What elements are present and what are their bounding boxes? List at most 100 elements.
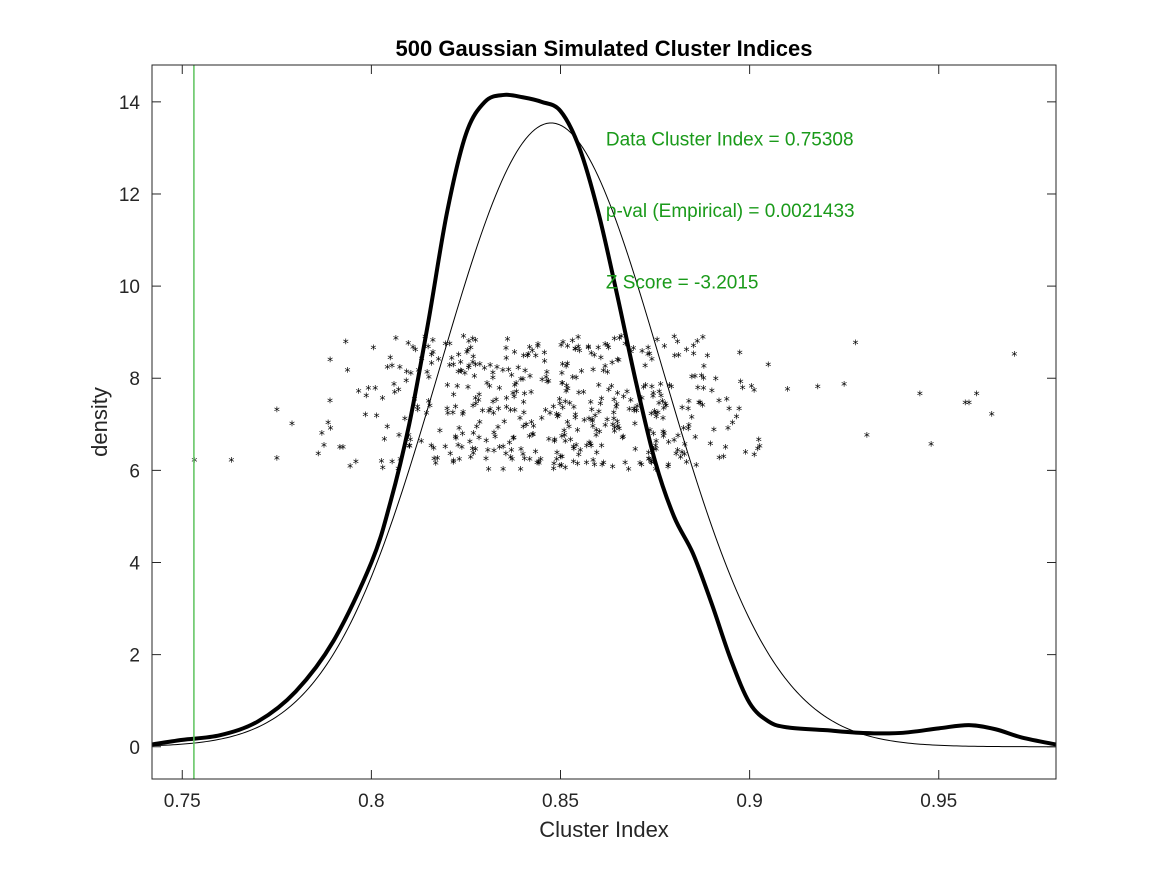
simulated-point: *: [430, 347, 436, 361]
simulated-point: *: [652, 408, 658, 422]
simulated-point: *: [562, 463, 568, 477]
empirical-density-line: [151, 92, 1057, 747]
simulated-point: *: [508, 452, 514, 466]
simulated-point: *: [428, 440, 434, 454]
simulated-point: *: [496, 383, 502, 397]
simulated-point: *: [646, 447, 652, 461]
simulated-point: *: [610, 461, 616, 475]
simulated-point: *: [496, 403, 502, 417]
simulated-point: *: [458, 357, 464, 371]
simulated-point: *: [570, 456, 576, 470]
simulated-point: *: [586, 413, 592, 427]
simulated-point: *: [642, 361, 648, 375]
simulated-point: *: [574, 425, 580, 439]
simulated-point: *: [459, 442, 465, 456]
simulated-point: *: [524, 351, 530, 365]
simulated-point: *: [536, 457, 542, 471]
simulated-point: *: [674, 336, 680, 350]
simulated-point: *: [679, 402, 685, 416]
simulated-point: *: [460, 331, 466, 345]
simulated-point: *: [470, 352, 476, 366]
simulated-point: *: [274, 404, 280, 418]
simulated-point: *: [597, 398, 603, 412]
simulated-point: *: [289, 418, 295, 432]
simulated-point: *: [599, 441, 605, 455]
simulated-point: *: [396, 384, 402, 398]
simulated-point: *: [668, 381, 674, 395]
simulated-point: *: [500, 464, 506, 478]
simulated-point: *: [974, 388, 980, 402]
simulated-point: *: [598, 352, 604, 366]
simulated-point: *: [572, 344, 578, 358]
simulated-point: *: [605, 342, 611, 356]
simulated-point: *: [645, 349, 651, 363]
simulated-point: *: [693, 460, 699, 474]
simulated-point: *: [560, 402, 566, 416]
simulated-point: *: [622, 457, 628, 471]
simulated-point: *: [544, 376, 550, 390]
simulated-point: *: [596, 426, 602, 440]
simulated-point: *: [624, 386, 630, 400]
simulated-point: *: [581, 415, 587, 429]
simulated-point: *: [397, 362, 403, 376]
simulated-point: *: [585, 342, 591, 356]
simulated-point: *: [681, 449, 687, 463]
simulated-point: *: [468, 342, 474, 356]
simulated-point: *: [408, 368, 414, 382]
simulated-point: *: [429, 358, 435, 372]
simulated-point: *: [584, 458, 590, 472]
simulated-point: *: [560, 337, 566, 351]
simulated-point: *: [590, 364, 596, 378]
simulated-point: *: [632, 419, 638, 433]
simulated-point: *: [596, 380, 602, 394]
simulated-point: *: [558, 451, 564, 465]
simulated-point: *: [546, 434, 552, 448]
simulated-point: *: [561, 426, 567, 440]
simulated-point: *: [407, 441, 413, 455]
simulated-point: *: [591, 459, 597, 473]
simulated-point: *: [456, 454, 462, 468]
simulated-point: *: [470, 444, 476, 458]
annotation-text: Z Score = -3.2015: [606, 273, 759, 294]
simulated-point: *: [716, 453, 722, 467]
simulated-point: *: [637, 458, 643, 472]
simulated-point: *: [658, 379, 664, 393]
x-tick-label: 0.8: [358, 791, 384, 812]
simulated-point: *: [490, 368, 496, 382]
simulated-point: *: [628, 395, 634, 409]
simulated-point: *: [353, 457, 359, 471]
simulated-point: *: [542, 356, 548, 370]
simulated-point: *: [590, 421, 596, 435]
simulated-point: *: [672, 351, 678, 365]
simulated-point: *: [815, 381, 821, 395]
simulated-point: *: [631, 404, 637, 418]
simulated-point: *: [554, 454, 560, 468]
simulated-point: *: [692, 432, 698, 446]
simulated-point: *: [485, 445, 491, 459]
simulated-point: *: [653, 436, 659, 450]
simulated-point: *: [590, 455, 596, 469]
simulated-point: *: [562, 436, 568, 450]
simulated-point: *: [512, 405, 518, 419]
simulated-point: *: [650, 388, 656, 402]
simulated-point: *: [713, 374, 719, 388]
simulated-point: *: [602, 339, 608, 353]
simulated-point: *: [631, 406, 637, 420]
simulated-point: *: [663, 401, 669, 415]
simulated-point: *: [487, 381, 493, 395]
simulated-point: *: [662, 398, 668, 412]
simulated-point: *: [594, 447, 600, 461]
simulated-point: *: [634, 401, 640, 415]
simulated-point: *: [384, 362, 390, 376]
simulated-point: *: [527, 342, 533, 356]
simulated-point: *: [654, 334, 660, 348]
simulated-point: *: [724, 394, 730, 408]
simulated-point: *: [736, 403, 742, 417]
simulated-point: *: [556, 410, 562, 424]
simulated-point: *: [414, 401, 420, 415]
simulated-point: *: [966, 398, 972, 412]
simulated-point: *: [581, 387, 587, 401]
simulated-point: *: [737, 347, 743, 361]
simulated-point: *: [652, 406, 658, 420]
simulated-point: *: [530, 421, 536, 435]
